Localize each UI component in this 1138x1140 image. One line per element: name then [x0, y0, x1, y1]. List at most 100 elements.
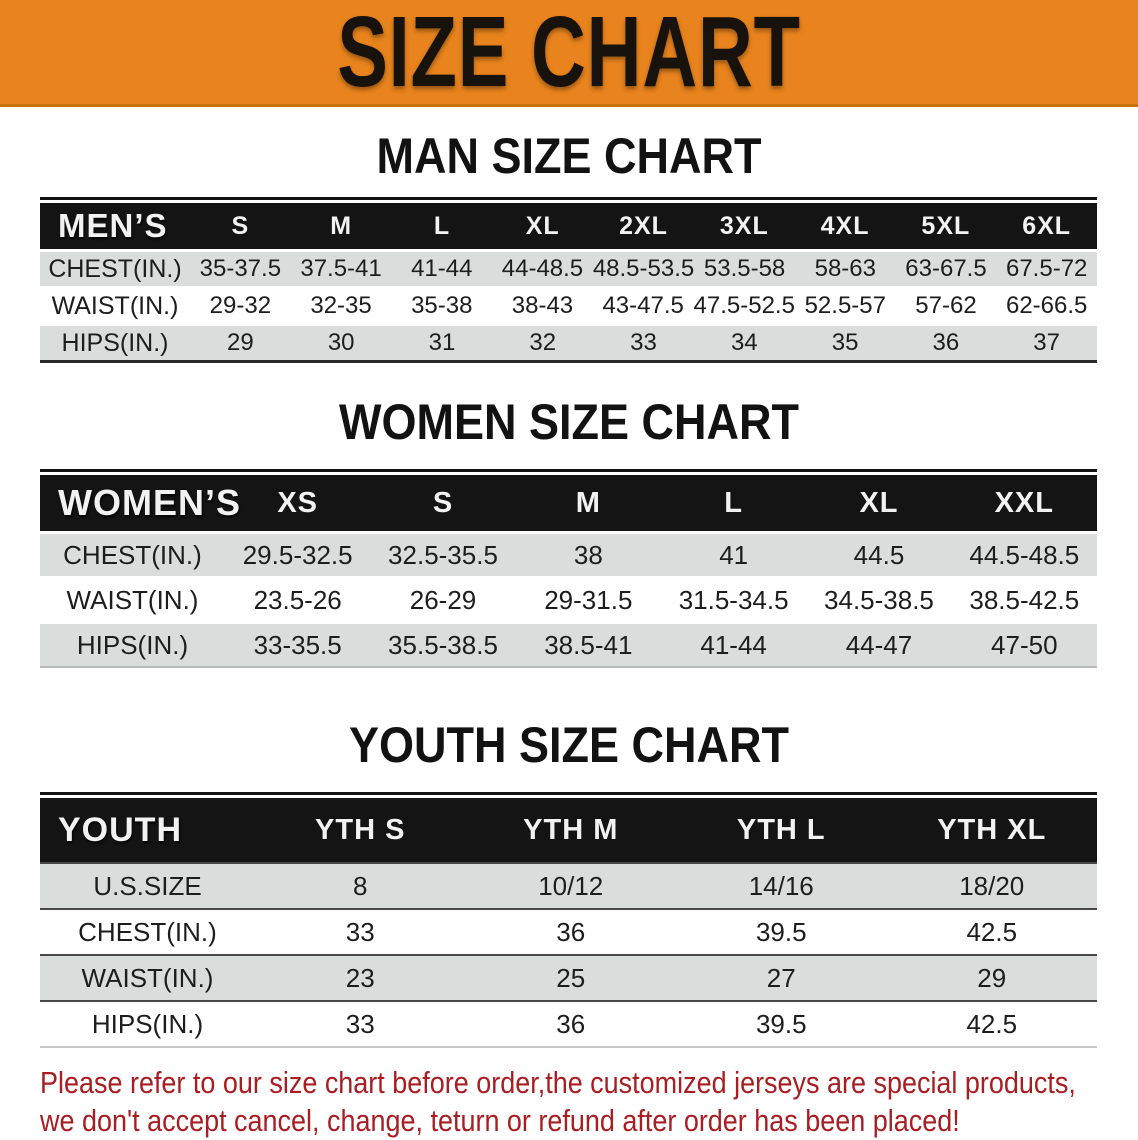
table-row: U.S.SIZE 8 10/12 14/16 18/20	[40, 862, 1097, 908]
row-label: U.S.SIZE	[93, 870, 202, 901]
column-header: YTH M	[523, 813, 619, 846]
size-value: 39.5	[755, 916, 807, 947]
size-value: 36	[556, 916, 586, 947]
column-header: S	[432, 486, 454, 519]
size-section-2: YOUTH SIZE CHART YOUTH YTH S YTH M YTH L YTH …	[0, 720, 1138, 1048]
row-label: HIPS(IN.)	[76, 629, 189, 660]
size-value: 32	[529, 329, 557, 356]
column-header: L	[433, 211, 451, 240]
row-label: HIPS(IN.)	[91, 1008, 204, 1039]
table-header-label: WOMEN’S	[58, 482, 241, 523]
size-value: 52.5-57	[804, 292, 886, 319]
column-header: YTH XL	[937, 813, 1047, 846]
size-value: 33	[630, 329, 657, 356]
size-section-0: MAN SIZE CHART MEN’S S M L XL 2XL 3XL 4XL 5XL 6XL C…	[0, 131, 1138, 363]
size-value: 32-35	[310, 292, 372, 319]
column-header: M	[575, 486, 601, 519]
size-value: 32.5-35.5	[388, 539, 498, 570]
table-header-label: MEN’S	[58, 207, 168, 244]
size-value: 48.5-53.5	[592, 255, 695, 282]
size-value: 29-32	[209, 292, 272, 319]
size-value: 14/16	[748, 870, 814, 901]
size-value: 63-67.5	[905, 255, 987, 282]
row-label: WAIST(IN.)	[81, 962, 214, 993]
size-value: 33	[345, 1008, 375, 1039]
table-header-row: MEN’S S M L XL 2XL 3XL 4XL 5XL 6XL	[40, 203, 1097, 249]
column-header: 6XL	[1022, 211, 1072, 240]
row-label: CHEST(IN.)	[48, 254, 182, 283]
size-value: 29-31.5	[544, 584, 633, 615]
size-value: 53.5-58	[703, 255, 786, 282]
column-header: L	[724, 486, 743, 519]
column-header: YTH S	[315, 813, 406, 846]
size-value: 34	[730, 329, 758, 356]
table-row: HIPS(IN.) 33 36 39.5 42.5	[40, 1000, 1097, 1046]
size-value: 34.5-38.5	[824, 584, 934, 615]
table-header-row: YOUTH YTH S YTH M YTH L YTH XL	[40, 798, 1097, 862]
size-value: 29.5-32.5	[242, 539, 353, 570]
table-row: CHEST(IN.) 35-37.5 37.5-41 41-44 44-48.5 48.5…	[40, 252, 1097, 286]
table-row: HIPS(IN.) 33-35.5 35.5-38.5 38.5-41 41-44 44-…	[40, 624, 1097, 666]
column-header: M	[330, 211, 353, 240]
column-header: XL	[525, 211, 560, 240]
size-value: 47-50	[991, 629, 1058, 660]
size-value: 35	[831, 329, 859, 356]
section-heading: MAN SIZE CHART	[376, 128, 762, 184]
disclaimer-line-2: we don't accept cancel, change, teturn o…	[40, 1103, 960, 1138]
size-value: 38.5-42.5	[969, 584, 1080, 615]
size-value: 67.5-72	[1005, 255, 1088, 282]
size-value: 44-48.5	[501, 255, 584, 282]
size-chart-sections: MAN SIZE CHART MEN’S S M L XL 2XL 3XL 4XL 5XL 6XL C…	[0, 131, 1138, 1048]
size-section-1: WOMEN SIZE CHART WOMEN’S XS S M L XL XXL CHEST(I…	[0, 397, 1138, 668]
size-value: 23.5-26	[253, 584, 342, 615]
size-table: MEN’S S M L XL 2XL 3XL 4XL 5XL 6XL CHEST(IN.) 35-37…	[40, 197, 1097, 363]
size-value: 41-44	[411, 255, 473, 282]
size-value: 43-47.5	[602, 292, 684, 319]
table-row: WAIST(IN.) 23.5-26 26-29 29-31.5 31.5-34.5 34…	[40, 579, 1097, 621]
size-table: YOUTH YTH S YTH M YTH L YTH XL U.S.SIZE 8 10/12…	[40, 792, 1097, 1048]
disclaimer-line-1: Please refer to our size chart before or…	[40, 1065, 1076, 1100]
column-header: XXL	[994, 486, 1054, 519]
size-value: 36	[556, 1008, 586, 1039]
size-table: WOMEN’S XS S M L XL XXL CHEST(IN.) 29.5-32.5 32.5…	[40, 469, 1097, 668]
size-value: 29	[977, 962, 1007, 993]
table-header-label: YOUTH	[58, 810, 182, 849]
row-label: WAIST(IN.)	[66, 584, 199, 615]
size-value: 35-38	[411, 292, 473, 319]
size-value: 27	[766, 962, 796, 993]
size-value: 37.5-41	[300, 255, 382, 282]
size-value: 44.5	[853, 539, 905, 570]
size-value: 44-47	[845, 629, 913, 660]
section-heading: WOMEN SIZE CHART	[339, 394, 799, 450]
size-value: 42.5	[966, 1008, 1018, 1039]
size-chart-banner: SIZE CHART	[0, 0, 1138, 107]
size-value: 58-63	[814, 255, 876, 282]
size-value: 36	[932, 329, 960, 356]
size-value: 39.5	[755, 1008, 807, 1039]
column-header: XL	[859, 486, 899, 519]
column-header: XS	[277, 486, 318, 519]
table-row: HIPS(IN.) 29 30 31 32 33 34 35 36 37	[40, 326, 1097, 360]
column-header: 4XL	[820, 211, 870, 240]
column-header: S	[231, 211, 250, 240]
size-value: 44.5-48.5	[969, 539, 1080, 570]
size-value: 26-29	[409, 584, 477, 615]
size-value: 35-37.5	[199, 255, 282, 282]
size-value: 42.5	[966, 916, 1018, 947]
size-value: 31	[428, 329, 456, 356]
size-value: 25	[556, 962, 586, 993]
row-label: HIPS(IN.)	[61, 328, 169, 357]
size-value: 30	[327, 329, 355, 356]
section-heading: YOUTH SIZE CHART	[348, 717, 790, 773]
size-value: 31.5-34.5	[678, 584, 789, 615]
disclaimer: Please refer to our size chart before or…	[40, 1064, 1138, 1140]
column-header: 5XL	[921, 211, 971, 240]
size-value: 38	[573, 539, 603, 570]
size-value: 57-62	[915, 292, 977, 319]
table-row: WAIST(IN.) 23 25 27 29	[40, 954, 1097, 1000]
size-value: 41	[719, 539, 749, 570]
size-value: 29	[227, 329, 254, 356]
size-value: 47.5-52.5	[693, 292, 795, 319]
size-value: 10/12	[538, 870, 604, 901]
column-header: YTH L	[736, 813, 826, 846]
